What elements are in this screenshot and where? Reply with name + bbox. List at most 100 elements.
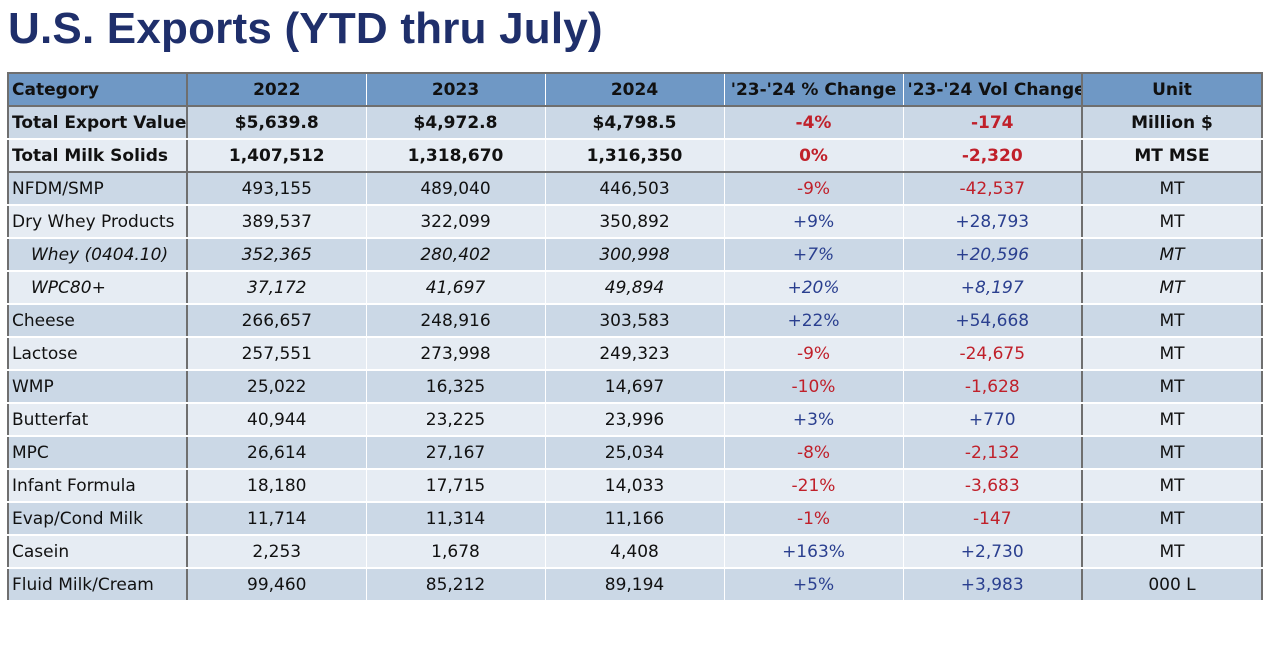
column-header-2023: 2023: [365, 72, 546, 107]
unit-cell: MT: [1081, 534, 1263, 569]
category-cell: Dry Whey Products: [7, 204, 188, 239]
vol-change-cell: -174: [902, 105, 1083, 140]
pct-change-cell: +3%: [723, 402, 904, 437]
vol-change-cell: +8,197: [902, 270, 1083, 305]
table-row: Casein 2,253 1,678 4,408 +163% +2,730 MT: [7, 534, 1263, 569]
value-2024-cell: 446,503: [544, 171, 725, 206]
page-title: U.S. Exports (YTD thru July): [8, 4, 603, 53]
value-2024-cell: 23,996: [544, 402, 725, 437]
value-2022-cell: 18,180: [186, 468, 367, 503]
vol-change-cell: +3,983: [902, 567, 1083, 602]
vol-change-cell: +2,730: [902, 534, 1083, 569]
unit-cell: MT: [1081, 270, 1263, 305]
table-row: MPC 26,614 27,167 25,034 -8% -2,132 MT: [7, 435, 1263, 470]
table-row: Butterfat 40,944 23,225 23,996 +3% +770 MT: [7, 402, 1263, 437]
value-2022-cell: $5,639.8: [186, 105, 367, 140]
value-2022-cell: 26,614: [186, 435, 367, 470]
table-row: Total Milk Solids 1,407,512 1,318,670 1,316…: [7, 138, 1263, 173]
table-row: Evap/Cond Milk 11,714 11,314 11,166 -1% -147 M…: [7, 501, 1263, 536]
value-2022-cell: 25,022: [186, 369, 367, 404]
value-2024-cell: 89,194: [544, 567, 725, 602]
value-2024-cell: 303,583: [544, 303, 725, 338]
value-2022-cell: 352,365: [186, 237, 367, 272]
column-header-category: Category: [7, 72, 188, 107]
unit-cell: MT: [1081, 237, 1263, 272]
pct-change-cell: -4%: [723, 105, 904, 140]
value-2024-cell: 14,697: [544, 369, 725, 404]
value-2024-cell: 350,892: [544, 204, 725, 239]
value-2023-cell: 85,212: [365, 567, 546, 602]
unit-cell: MT MSE: [1081, 138, 1263, 173]
pct-change-cell: +9%: [723, 204, 904, 239]
value-2023-cell: 1,678: [365, 534, 546, 569]
value-2022-cell: 99,460: [186, 567, 367, 602]
pct-change-cell: -10%: [723, 369, 904, 404]
table-row: Fluid Milk/Cream 99,460 85,212 89,194 +5% +3,…: [7, 567, 1263, 602]
unit-cell: MT: [1081, 369, 1263, 404]
category-cell: Cheese: [7, 303, 188, 338]
value-2023-cell: 16,325: [365, 369, 546, 404]
pct-change-cell: -9%: [723, 171, 904, 206]
category-cell: WMP: [7, 369, 188, 404]
value-2023-cell: 41,697: [365, 270, 546, 305]
category-cell: Total Milk Solids: [7, 138, 188, 173]
unit-cell: 000 L: [1081, 567, 1263, 602]
pct-change-cell: +20%: [723, 270, 904, 305]
category-cell: Infant Formula: [7, 468, 188, 503]
table-body: Total Export Value $5,639.8 $4,972.8 $4,798…: [7, 105, 1263, 602]
value-2022-cell: 37,172: [186, 270, 367, 305]
vol-change-cell: +28,793: [902, 204, 1083, 239]
pct-change-cell: 0%: [723, 138, 904, 173]
table-row: Total Export Value $5,639.8 $4,972.8 $4,798…: [7, 105, 1263, 140]
value-2023-cell: 280,402: [365, 237, 546, 272]
unit-cell: MT: [1081, 468, 1263, 503]
value-2023-cell: 322,099: [365, 204, 546, 239]
pct-change-cell: +7%: [723, 237, 904, 272]
value-2024-cell: 249,323: [544, 336, 725, 371]
value-2022-cell: 11,714: [186, 501, 367, 536]
table-row: WMP 25,022 16,325 14,697 -10% -1,628 MT: [7, 369, 1263, 404]
value-2022-cell: 389,537: [186, 204, 367, 239]
category-cell: Whey (0404.10): [7, 237, 188, 272]
table-row: Dry Whey Products 389,537 322,099 350,892 +9…: [7, 204, 1263, 239]
pct-change-cell: -21%: [723, 468, 904, 503]
value-2023-cell: 11,314: [365, 501, 546, 536]
value-2024-cell: 4,408: [544, 534, 725, 569]
column-header-unit: Unit: [1081, 72, 1263, 107]
unit-cell: MT: [1081, 402, 1263, 437]
table-row: Infant Formula 18,180 17,715 14,033 -21% -3,6…: [7, 468, 1263, 503]
unit-cell: MT: [1081, 501, 1263, 536]
vol-change-cell: -147: [902, 501, 1083, 536]
value-2023-cell: $4,972.8: [365, 105, 546, 140]
value-2023-cell: 23,225: [365, 402, 546, 437]
value-2023-cell: 273,998: [365, 336, 546, 371]
vol-change-cell: -2,320: [902, 138, 1083, 173]
value-2023-cell: 27,167: [365, 435, 546, 470]
value-2024-cell: 300,998: [544, 237, 725, 272]
vol-change-cell: -42,537: [902, 171, 1083, 206]
unit-cell: Million $: [1081, 105, 1263, 140]
vol-change-cell: +54,668: [902, 303, 1083, 338]
value-2024-cell: 49,894: [544, 270, 725, 305]
value-2023-cell: 1,318,670: [365, 138, 546, 173]
table-row: Whey (0404.10) 352,365 280,402 300,998 +7% +2…: [7, 237, 1263, 272]
vol-change-cell: +770: [902, 402, 1083, 437]
pct-change-cell: +5%: [723, 567, 904, 602]
value-2024-cell: $4,798.5: [544, 105, 725, 140]
vol-change-cell: -24,675: [902, 336, 1083, 371]
pct-change-cell: +163%: [723, 534, 904, 569]
table-row: NFDM/SMP 493,155 489,040 446,503 -9% -42,537 M…: [7, 171, 1263, 206]
category-cell: Casein: [7, 534, 188, 569]
table-row: Cheese 266,657 248,916 303,583 +22% +54,668 MT: [7, 303, 1263, 338]
exports-table-container: Category 2022 2023 2024 '23-'24 % Change…: [7, 72, 1263, 602]
pct-change-cell: -8%: [723, 435, 904, 470]
value-2024-cell: 11,166: [544, 501, 725, 536]
value-2024-cell: 14,033: [544, 468, 725, 503]
value-2022-cell: 493,155: [186, 171, 367, 206]
value-2024-cell: 1,316,350: [544, 138, 725, 173]
category-cell: MPC: [7, 435, 188, 470]
category-cell: Butterfat: [7, 402, 188, 437]
vol-change-cell: -3,683: [902, 468, 1083, 503]
category-cell: Total Export Value: [7, 105, 188, 140]
column-header-vol-change: '23-'24 Vol Change: [902, 72, 1083, 107]
